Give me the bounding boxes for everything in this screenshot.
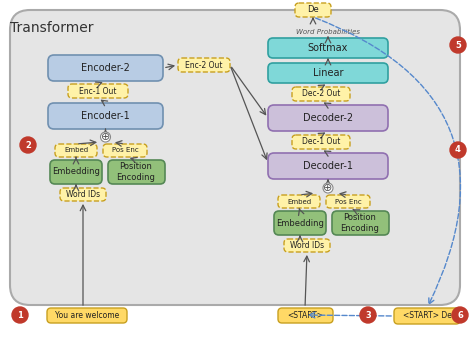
Text: Transformer: Transformer xyxy=(10,21,94,35)
Circle shape xyxy=(450,37,466,53)
FancyBboxPatch shape xyxy=(394,308,460,324)
FancyBboxPatch shape xyxy=(274,211,326,235)
FancyBboxPatch shape xyxy=(268,63,388,83)
FancyBboxPatch shape xyxy=(292,135,350,149)
Text: Embedding: Embedding xyxy=(276,219,324,227)
Circle shape xyxy=(12,307,28,323)
Text: 5: 5 xyxy=(455,40,461,50)
Text: 3: 3 xyxy=(365,310,371,320)
Text: 2: 2 xyxy=(25,140,31,150)
Text: Encoder-2: Encoder-2 xyxy=(81,63,130,73)
FancyBboxPatch shape xyxy=(332,211,389,235)
Text: <START>: <START> xyxy=(287,311,323,320)
FancyBboxPatch shape xyxy=(48,55,163,81)
FancyBboxPatch shape xyxy=(278,195,320,208)
FancyBboxPatch shape xyxy=(278,308,333,323)
Text: Word IDs: Word IDs xyxy=(66,190,100,199)
Text: Dec-1 Out: Dec-1 Out xyxy=(302,138,340,146)
Text: Enc-2 Out: Enc-2 Out xyxy=(185,61,223,69)
Circle shape xyxy=(100,132,110,142)
Text: 6: 6 xyxy=(457,310,463,320)
Text: Position
Encoding: Position Encoding xyxy=(340,213,380,233)
FancyBboxPatch shape xyxy=(68,84,128,98)
FancyBboxPatch shape xyxy=(50,160,102,184)
FancyBboxPatch shape xyxy=(47,308,127,323)
FancyBboxPatch shape xyxy=(48,103,163,129)
FancyBboxPatch shape xyxy=(103,144,147,157)
Circle shape xyxy=(360,307,376,323)
FancyBboxPatch shape xyxy=(108,160,165,184)
Text: 4: 4 xyxy=(455,145,461,155)
Text: Pos Enc: Pos Enc xyxy=(335,199,361,205)
FancyBboxPatch shape xyxy=(268,38,388,58)
Circle shape xyxy=(323,183,333,193)
Text: ⊕: ⊕ xyxy=(323,183,333,193)
Circle shape xyxy=(452,307,468,323)
FancyBboxPatch shape xyxy=(268,105,388,131)
FancyBboxPatch shape xyxy=(55,144,97,157)
Text: You are welcome: You are welcome xyxy=(55,311,119,320)
FancyBboxPatch shape xyxy=(295,3,331,17)
FancyBboxPatch shape xyxy=(284,239,330,252)
Text: ⊕: ⊕ xyxy=(101,132,110,142)
FancyBboxPatch shape xyxy=(178,58,230,72)
Text: Softmax: Softmax xyxy=(308,43,348,53)
Text: Position
Encoding: Position Encoding xyxy=(117,162,155,182)
Text: Decoder-1: Decoder-1 xyxy=(303,161,353,171)
Text: <START> De: <START> De xyxy=(402,312,451,321)
Text: Dec-2 Out: Dec-2 Out xyxy=(302,89,340,99)
Text: Embed: Embed xyxy=(287,199,311,205)
Text: Embed: Embed xyxy=(64,147,88,153)
Text: Word Probabilities: Word Probabilities xyxy=(296,29,360,35)
FancyBboxPatch shape xyxy=(60,188,106,201)
Text: Linear: Linear xyxy=(313,68,343,78)
Text: Pos Enc: Pos Enc xyxy=(111,147,138,153)
FancyBboxPatch shape xyxy=(268,153,388,179)
Text: Embedding: Embedding xyxy=(52,168,100,176)
FancyBboxPatch shape xyxy=(292,87,350,101)
Text: 1: 1 xyxy=(17,310,23,320)
Text: Encoder-1: Encoder-1 xyxy=(81,111,130,121)
Text: De: De xyxy=(307,6,319,14)
FancyBboxPatch shape xyxy=(326,195,370,208)
Text: Enc-1 Out: Enc-1 Out xyxy=(79,87,117,95)
Circle shape xyxy=(450,142,466,158)
Circle shape xyxy=(20,137,36,153)
Text: Word IDs: Word IDs xyxy=(290,241,324,250)
Text: Decoder-2: Decoder-2 xyxy=(303,113,353,123)
FancyBboxPatch shape xyxy=(10,10,460,305)
